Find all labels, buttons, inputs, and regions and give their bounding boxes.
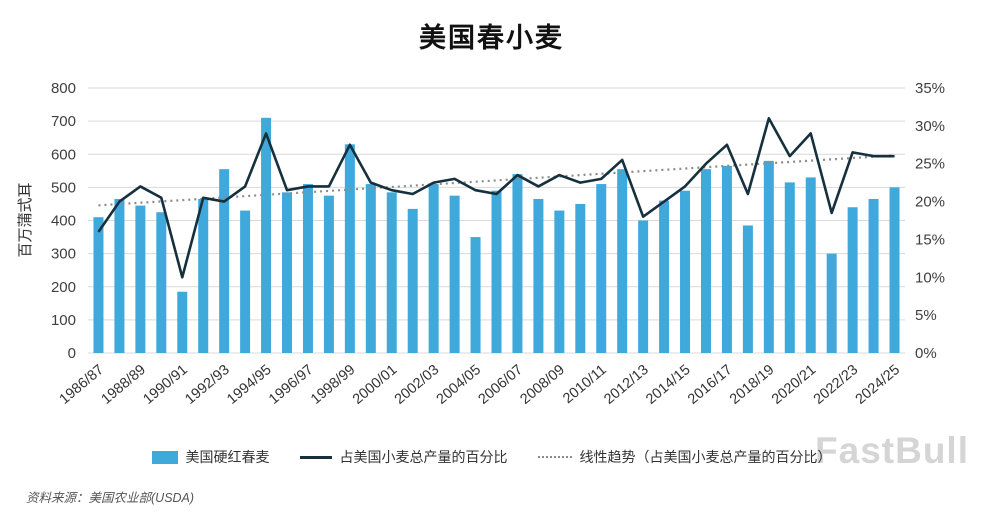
x-axis-tick-label: 2008/09 <box>517 362 567 408</box>
y-axis-right-tick-label: 25% <box>915 156 945 173</box>
bar <box>805 177 816 353</box>
x-axis-tick-label: 2018/19 <box>727 362 777 408</box>
chart-plot-area: 百万蒲式耳 0 100 200 300 400 500 600 700 800 0% 5% 10% 15… <box>17 80 945 408</box>
y-axis-right-tick-label: 5% <box>915 307 937 324</box>
bar <box>177 291 188 353</box>
x-axis-tick-label: 1988/89 <box>99 362 149 408</box>
bar <box>847 207 858 353</box>
bar <box>240 210 251 353</box>
x-axis-tick-label: 2004/05 <box>434 362 484 408</box>
y-axis-left-tick-label: 300 <box>51 246 76 263</box>
y-axis-left-tick-label: 800 <box>51 80 76 97</box>
bar <box>596 184 607 353</box>
x-axis-tick-label: 2016/17 <box>685 362 735 408</box>
x-axis-tick-label: 1996/97 <box>266 362 316 408</box>
x-axis-tick-label: 2014/15 <box>643 362 693 408</box>
legend-item-line: 占美国小麦总产量的百分比 <box>299 447 508 467</box>
bar <box>198 198 209 353</box>
legend-label: 美国硬红春麦 <box>185 449 270 465</box>
dotted-swatch-icon <box>537 456 572 458</box>
y-axis-left-tick-label: 100 <box>51 312 76 329</box>
x-axis-tick-label: 2024/25 <box>853 362 903 408</box>
x-axis-tick-label: 2012/13 <box>601 362 651 408</box>
y-axis-left-tick-label: 400 <box>51 213 76 230</box>
x-axis-tick-label: 2006/07 <box>476 362 526 408</box>
bar <box>449 195 460 353</box>
bar <box>826 253 837 353</box>
bar <box>365 184 376 353</box>
bar <box>114 198 125 353</box>
x-axis-tick-label: 2020/21 <box>769 362 819 408</box>
bar <box>763 160 774 353</box>
bar <box>680 190 691 353</box>
bar <box>784 182 795 353</box>
y-axis-right-tick-label: 30% <box>915 118 945 135</box>
x-axis-tick-label: 1998/99 <box>308 362 358 408</box>
bar <box>721 165 732 353</box>
legend-item-trend: 线性趋势（占美国小麦总产量的百分比） <box>537 447 832 467</box>
bar <box>282 192 293 353</box>
chart-title: 美国春小麦 <box>419 23 564 53</box>
x-axis-tick-label: 1990/91 <box>140 362 190 408</box>
bar <box>889 187 900 353</box>
bar <box>533 198 544 353</box>
bar <box>638 220 649 353</box>
bar <box>386 192 397 353</box>
x-axis-tick-label: 1994/95 <box>224 362 274 408</box>
source-note: 资料来源：美国农业部(USDA) <box>26 491 195 505</box>
bar <box>575 203 586 353</box>
bar <box>135 205 146 353</box>
bar <box>407 208 418 353</box>
bar <box>554 210 565 353</box>
x-axis-tick-label: 2000/01 <box>350 362 400 408</box>
watermark: FastBull <box>815 430 969 471</box>
bar <box>344 144 355 353</box>
percent-line <box>97 116 895 279</box>
bar <box>428 184 439 353</box>
y-axis-left-tick-label: 200 <box>51 279 76 296</box>
y-axis-left-tick-label: 0 <box>68 345 76 362</box>
bar <box>512 174 523 353</box>
bar <box>617 169 628 353</box>
bar <box>470 237 481 353</box>
y-axis-right-tick-label: 0% <box>915 345 937 362</box>
bar <box>261 117 272 353</box>
x-axis-tick-label: 1986/87 <box>57 362 107 408</box>
bar <box>302 184 313 353</box>
bar <box>323 195 334 353</box>
legend-label: 线性趋势（占美国小麦总产量的百分比） <box>579 449 832 465</box>
legend: 美国硬红春麦 占美国小麦总产量的百分比 线性趋势（占美国小麦总产量的百分比） <box>0 447 983 467</box>
bar <box>491 190 502 353</box>
x-axis-tick-label: 2022/23 <box>811 362 861 408</box>
bar <box>93 217 104 353</box>
legend-label: 占美国小麦总产量的百分比 <box>339 449 508 465</box>
bar <box>156 212 167 353</box>
y-axis-right-tick-label: 20% <box>915 194 945 211</box>
y-axis-left-tick-label: 700 <box>51 113 76 130</box>
bar <box>659 200 670 353</box>
y-axis-title-left: 百万蒲式耳 <box>17 182 34 257</box>
line-swatch-icon <box>299 455 332 459</box>
bar <box>742 225 753 353</box>
bar-swatch-icon <box>151 450 178 464</box>
bar <box>868 198 879 353</box>
x-axis-tick-label: 2010/11 <box>560 362 610 407</box>
x-axis-tick-label: 2002/03 <box>392 362 442 408</box>
bar <box>219 169 230 353</box>
y-axis-right-tick-label: 35% <box>915 80 945 97</box>
y-axis-right-tick-label: 10% <box>915 269 945 286</box>
legend-item-bar: 美国硬红春麦 <box>151 447 270 467</box>
x-axis-tick-label: 1992/93 <box>182 362 232 408</box>
y-axis-left-tick-label: 500 <box>51 179 76 196</box>
y-axis-left-tick-label: 600 <box>51 146 76 163</box>
y-axis-right-tick-label: 15% <box>915 231 945 248</box>
bar <box>700 169 711 353</box>
